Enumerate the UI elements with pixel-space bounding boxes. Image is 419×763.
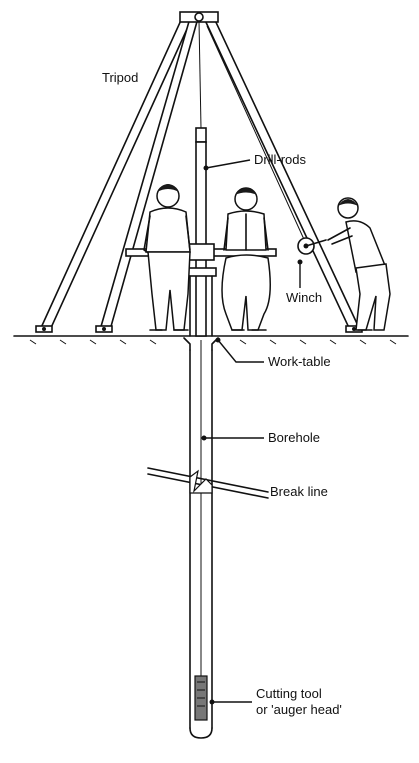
label-borehole: Borehole — [268, 430, 320, 445]
break-line — [147, 467, 269, 499]
drill-rod — [195, 141, 207, 337]
label-tripod: Tripod — [102, 70, 138, 85]
tripod — [35, 11, 363, 333]
label-cutting-tool-line2: or 'auger head' — [256, 702, 342, 717]
ground — [13, 335, 409, 345]
auger-head — [194, 675, 208, 721]
worker-middle — [221, 187, 271, 331]
label-cutting-tool-line1: Cutting tool — [256, 686, 322, 701]
label-drill-rods: Drill-rods — [254, 152, 307, 167]
leader-lines — [201, 159, 303, 705]
winch — [297, 237, 327, 255]
label-winch: Winch — [286, 290, 322, 305]
worker-right — [327, 197, 391, 331]
label-work-table: Work-table — [268, 354, 331, 369]
label-break-line: Break line — [270, 484, 328, 499]
worker-left — [143, 184, 191, 331]
borehole — [183, 337, 219, 739]
